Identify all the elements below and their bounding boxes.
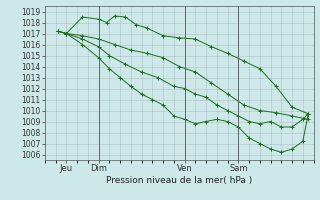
X-axis label: Pression niveau de la mer( hPa ): Pression niveau de la mer( hPa ) [106, 176, 252, 185]
